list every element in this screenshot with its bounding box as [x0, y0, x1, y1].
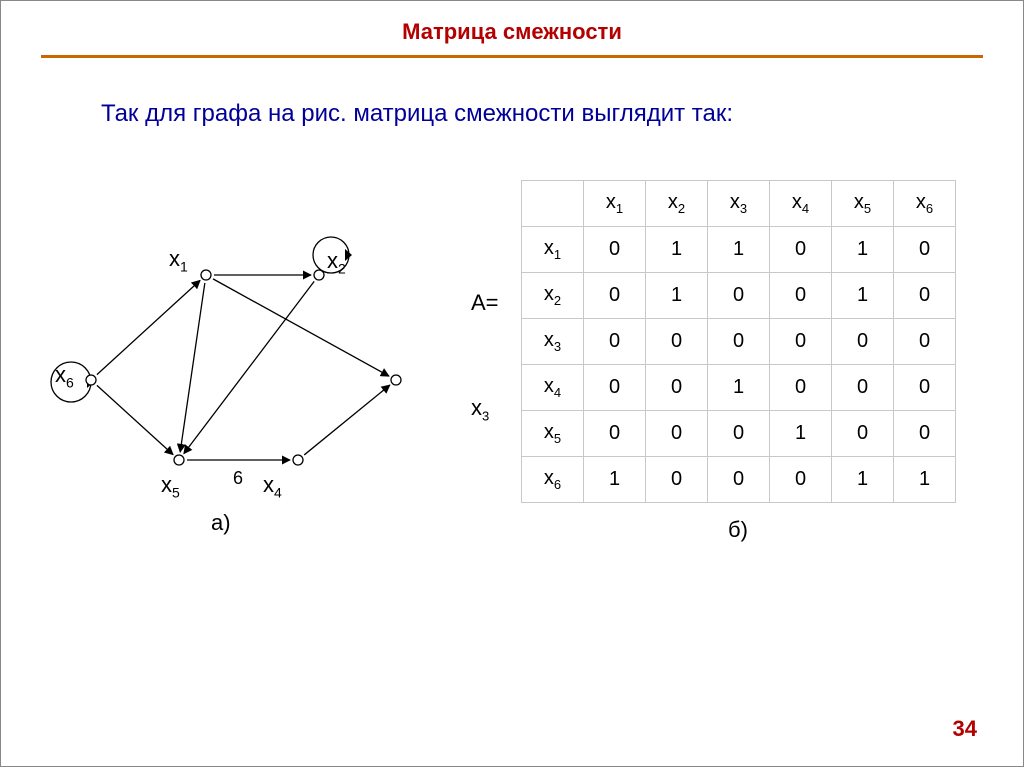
matrix-cell: 1: [894, 457, 956, 503]
loose-x3-label: x3: [471, 395, 489, 423]
matrix-cell: 1: [832, 227, 894, 273]
matrix-cell: 0: [894, 411, 956, 457]
page-number: 34: [953, 716, 977, 742]
table-row: x5000100: [522, 411, 956, 457]
matrix-cell: 0: [584, 273, 646, 319]
matrix-cell: 1: [832, 273, 894, 319]
matrix-cell: 0: [646, 365, 708, 411]
matrix-col-x3: x3: [522, 319, 584, 365]
matrix-cell: 0: [894, 365, 956, 411]
matrix-cell: 0: [708, 411, 770, 457]
adjacency-matrix-table: x1x2x3x4x5x6 x1011010x2010010x3000000x40…: [521, 180, 956, 503]
matrix-cell: 0: [832, 411, 894, 457]
content-row: x1x2x4x5x6 а) 6 А= x3 x1x2x3x4x5x6 x1011…: [1, 170, 1023, 560]
matrix-cell: 1: [770, 411, 832, 457]
matrix-cell: 0: [770, 227, 832, 273]
matrix-cell: 0: [894, 319, 956, 365]
matrix-cell: 0: [832, 365, 894, 411]
matrix-col-x4: x4: [522, 365, 584, 411]
matrix-col-x1: x1: [584, 181, 646, 227]
matrix-cell: 0: [708, 457, 770, 503]
matrix-cell: 0: [894, 273, 956, 319]
table-row: x1011010: [522, 227, 956, 273]
vertex-label-x1: x1: [169, 246, 188, 274]
matrix-cell: 0: [584, 411, 646, 457]
divider: [41, 55, 983, 58]
matrix-cell: 0: [832, 319, 894, 365]
matrix-cell: 1: [646, 227, 708, 273]
matrix-cell: 0: [708, 319, 770, 365]
matrix-cell: 1: [708, 365, 770, 411]
matrix-cell: 0: [708, 273, 770, 319]
edge-label-6: 6: [233, 468, 243, 489]
vertex-label-x2: x2: [327, 248, 346, 276]
matrix-cell: 0: [646, 457, 708, 503]
matrix-cell: 1: [708, 227, 770, 273]
matrix-col-x6: x6: [894, 181, 956, 227]
vertex-label-x4: x4: [263, 472, 282, 500]
matrix-cell: 0: [770, 273, 832, 319]
body-text-span: Так для графа на рис. матрица смежности …: [101, 100, 733, 127]
matrix-col-x5: x5: [522, 411, 584, 457]
title-bar: Матрица смежности: [1, 1, 1023, 49]
matrix-cell: 0: [894, 227, 956, 273]
matrix-cell: 0: [770, 457, 832, 503]
matrix-cell: 0: [646, 319, 708, 365]
vertex-label-x6: x6: [55, 362, 74, 390]
table-row: x4001000: [522, 365, 956, 411]
matrix-col-x3: x3: [708, 181, 770, 227]
matrix-label-A: А=: [471, 290, 499, 316]
matrix-cell: 0: [646, 411, 708, 457]
table-row: x6100011: [522, 457, 956, 503]
body-text: Так для графа на рис. матрица смежности …: [101, 98, 963, 130]
table-row: x2010010: [522, 273, 956, 319]
matrix-caption-b: б): [728, 517, 748, 542]
matrix-cell: 0: [584, 319, 646, 365]
matrix-col-x6: x6: [522, 457, 584, 503]
vertex-label-x5: x5: [161, 472, 180, 500]
matrix-cell: 1: [646, 273, 708, 319]
matrix-col-x1: x1: [522, 227, 584, 273]
table-row: x3000000: [522, 319, 956, 365]
matrix-col-x2: x2: [646, 181, 708, 227]
matrix-cell: 1: [832, 457, 894, 503]
matrix-cell: 0: [584, 365, 646, 411]
page-title: Матрица смежности: [402, 19, 622, 44]
matrix-cell: 0: [770, 365, 832, 411]
matrix-cell: 0: [770, 319, 832, 365]
graph-diagram: x1 x2 x4 x5 x6 а) 6: [1, 170, 441, 560]
graph-caption-a: а): [211, 510, 231, 536]
matrix-col-x4: x4: [770, 181, 832, 227]
matrix-cell: 1: [584, 457, 646, 503]
graph-svg: [1, 170, 441, 540]
matrix-area: А= x3 x1x2x3x4x5x6 x1011010x2010010x3000…: [441, 170, 1023, 543]
matrix-cell: 0: [584, 227, 646, 273]
matrix-col-x2: x2: [522, 273, 584, 319]
matrix-col-x5: x5: [832, 181, 894, 227]
